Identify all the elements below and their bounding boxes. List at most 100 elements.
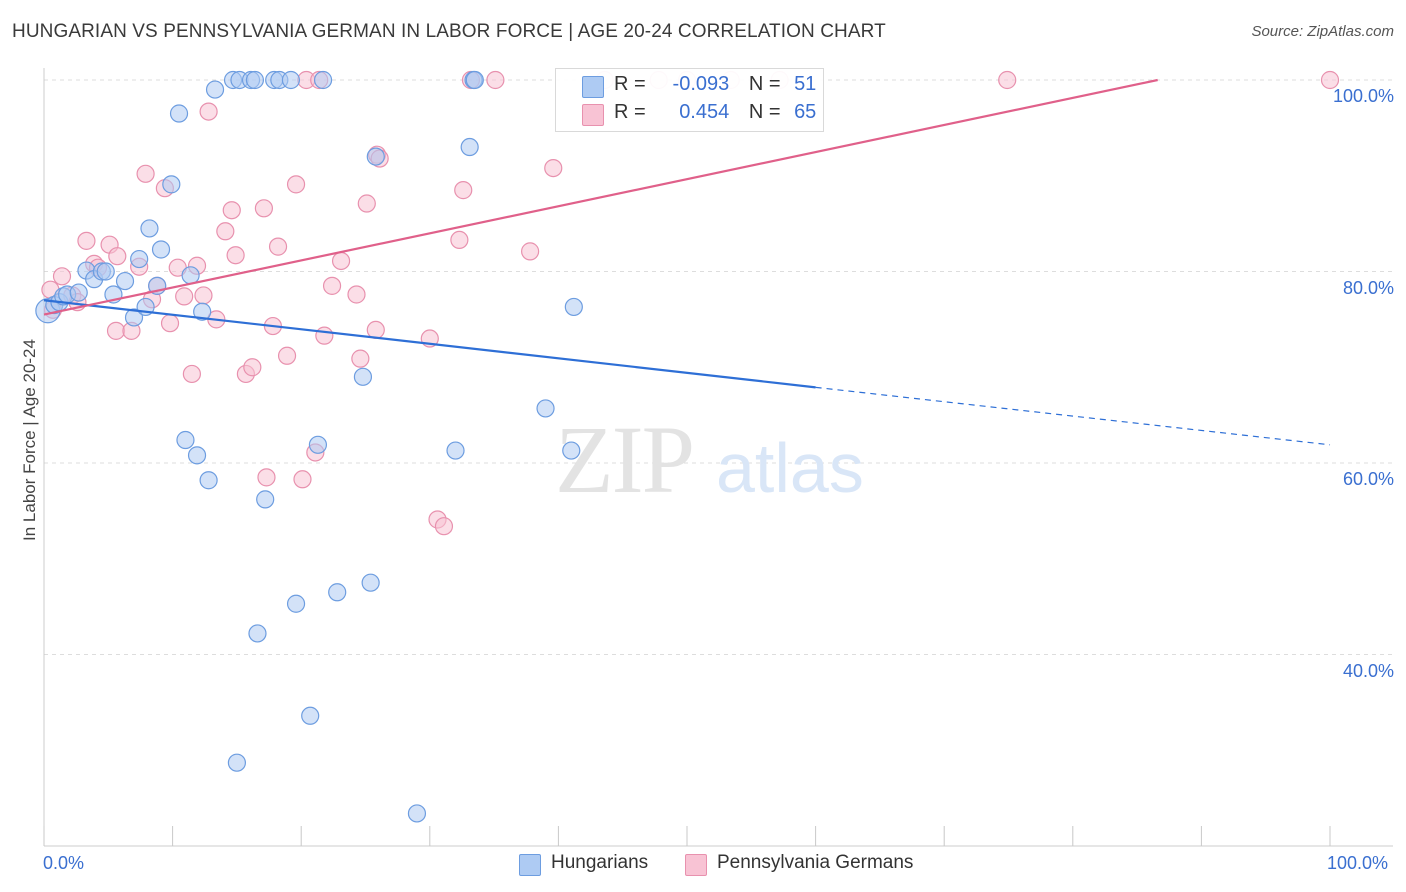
chart-title: HUNGARIAN VS PENNSYLVANIA GERMAN IN LABO… bbox=[12, 21, 886, 42]
hungarian-point bbox=[313, 70, 333, 90]
hungarian-point bbox=[69, 283, 88, 302]
pa-german-point bbox=[222, 201, 241, 220]
pa-german-point bbox=[106, 321, 126, 340]
hungarians-r-label: R = bbox=[614, 73, 646, 95]
hungarian-point bbox=[465, 70, 484, 90]
axes bbox=[43, 68, 1393, 847]
hungarian-point bbox=[96, 262, 115, 281]
pa-germans-n-label: N = bbox=[748, 101, 781, 123]
hungarian-point bbox=[187, 446, 207, 465]
pa-german-point bbox=[199, 102, 218, 121]
hungarian-point bbox=[181, 266, 200, 285]
hungarian-point bbox=[245, 70, 265, 90]
pa-german-point bbox=[277, 346, 297, 365]
pa-german-point bbox=[257, 468, 276, 487]
pa-german-point bbox=[136, 164, 155, 183]
hungarian-point bbox=[353, 367, 373, 386]
y-tick-label-100: 100.0% bbox=[1332, 86, 1394, 106]
pa-german-point bbox=[351, 349, 370, 368]
pa-germans-swatch bbox=[582, 104, 604, 126]
pa-german-point bbox=[254, 199, 274, 218]
stats-legend: R = -0.093 N = 51 R = 0.454 N = 65 bbox=[555, 68, 824, 132]
hungarian-point bbox=[205, 80, 225, 99]
pa-german-point bbox=[226, 246, 245, 265]
pa-german-point bbox=[347, 285, 366, 304]
hungarian-point bbox=[115, 271, 135, 291]
hungarian-point bbox=[124, 308, 144, 327]
pa-german-point bbox=[52, 267, 72, 286]
y-tick-label-80: 80.0% bbox=[1342, 277, 1394, 298]
pa-german-point bbox=[268, 237, 288, 256]
pa-german-trend-line bbox=[43, 78, 1158, 316]
pa-germans-n-value: 65 bbox=[794, 101, 817, 123]
hungarian-point bbox=[536, 399, 555, 418]
y-tick-label-60: 60.0% bbox=[1342, 469, 1394, 489]
hungarian-point bbox=[366, 147, 385, 166]
hungarian-point bbox=[460, 137, 479, 157]
hungarian-point bbox=[227, 753, 246, 772]
hungarians-n-label: N = bbox=[748, 73, 781, 95]
pa-german-point bbox=[544, 158, 563, 178]
source-credit: Source: ZipAtlas.com bbox=[1251, 23, 1394, 40]
pa-german-point bbox=[243, 358, 262, 377]
hungarian-point bbox=[361, 573, 380, 592]
hungarian-point bbox=[562, 441, 581, 460]
hungarian-trend-line bbox=[43, 299, 816, 389]
x-tick-max: 100.0% bbox=[1327, 853, 1389, 873]
hungarians-n-value: 51 bbox=[794, 73, 817, 95]
pa-german-point bbox=[160, 314, 180, 333]
watermark-zip: ZIP bbox=[555, 406, 693, 513]
hungarian-point bbox=[193, 302, 212, 321]
pa-german-point bbox=[357, 194, 376, 213]
hungarian-point bbox=[308, 435, 328, 454]
y-axis-label-wrap: In Labor Force | Age 20-24 bbox=[18, 300, 42, 580]
pa-german-point bbox=[322, 276, 342, 295]
y-axis-label: In Labor Force | Age 20-24 bbox=[20, 339, 39, 541]
x-tick-min: 0.0% bbox=[43, 853, 85, 873]
pa-german-point bbox=[454, 181, 473, 200]
hungarian-point bbox=[151, 240, 171, 259]
pa-german-point bbox=[998, 70, 1017, 90]
watermark: ZIP atlas bbox=[555, 406, 864, 513]
pa-germans-r-value: 0.454 bbox=[679, 101, 730, 123]
hungarian-point bbox=[256, 490, 275, 509]
hungarian-point bbox=[130, 249, 149, 269]
hungarian-point bbox=[301, 706, 320, 725]
hungarian-point bbox=[162, 175, 181, 194]
pa-german-point bbox=[366, 320, 385, 340]
pa-german-point bbox=[450, 230, 469, 250]
pa-germans-stats: R = 0.454 N = 65 bbox=[614, 101, 816, 124]
hungarian-point bbox=[407, 804, 427, 823]
pa-german-point bbox=[175, 287, 194, 306]
hungarian-point bbox=[286, 594, 306, 613]
legend-hungarians-label: Hungarians bbox=[551, 852, 649, 873]
hungarian-point bbox=[446, 441, 465, 460]
legend-pa-germans-label: Pennsylvania Germans bbox=[717, 852, 914, 873]
hungarian-point bbox=[281, 70, 301, 90]
pa-german-point bbox=[108, 247, 127, 266]
pa-german-point bbox=[286, 175, 306, 194]
legend-pa-germans-swatch bbox=[685, 854, 707, 876]
pa-germans-r-label: R = bbox=[614, 101, 646, 123]
pa-german-point bbox=[486, 70, 505, 90]
hungarians-stats: R = -0.093 N = 51 bbox=[614, 73, 816, 96]
hungarian-point bbox=[248, 624, 267, 643]
hungarians-r-value: -0.093 bbox=[672, 73, 730, 95]
pa-german-point bbox=[216, 222, 235, 241]
hungarian-point bbox=[140, 219, 159, 238]
hungarian-point bbox=[328, 583, 347, 602]
pa-german-point bbox=[77, 231, 96, 250]
y-tick-label-40: 40.0% bbox=[1342, 660, 1394, 681]
hungarians-swatch bbox=[582, 76, 604, 98]
hungarian-point bbox=[199, 471, 218, 490]
pa-german-point bbox=[194, 286, 213, 305]
pa-german-point bbox=[434, 517, 454, 536]
trend-lines bbox=[43, 78, 1331, 446]
pa-german-point bbox=[315, 326, 334, 345]
watermark-atlas: atlas bbox=[716, 429, 864, 507]
hungarian-trend-extension bbox=[815, 386, 1331, 446]
pa-german-point bbox=[331, 251, 351, 271]
pa-german-point bbox=[182, 364, 201, 384]
pa-german-point bbox=[521, 242, 540, 261]
